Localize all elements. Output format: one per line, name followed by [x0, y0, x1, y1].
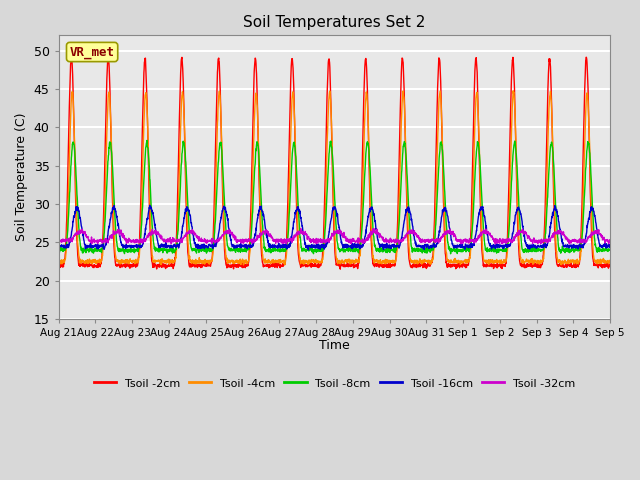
Tsoil -4cm [558, 262, 566, 267]
Title: Soil Temperatures Set 2: Soil Temperatures Set 2 [243, 15, 426, 30]
Tsoil -8cm [558, 247, 566, 253]
Tsoil -32cm [362, 238, 370, 243]
Line: Tsoil -4cm: Tsoil -4cm [59, 91, 610, 265]
Tsoil -8cm [447, 251, 454, 257]
Tsoil -4cm [239, 262, 247, 268]
Tsoil -16cm [55, 242, 63, 248]
Line: Tsoil -16cm: Tsoil -16cm [59, 205, 610, 250]
Tsoil -2cm [363, 65, 371, 71]
Tsoil -4cm [509, 88, 517, 94]
Tsoil -2cm [104, 53, 112, 59]
Tsoil -32cm [55, 239, 63, 244]
Tsoil -8cm [606, 247, 614, 253]
Tsoil -16cm [209, 243, 216, 249]
Tsoil -8cm [143, 138, 151, 144]
Tsoil -32cm [209, 237, 216, 243]
Tsoil -2cm [606, 264, 614, 270]
Line: Tsoil -32cm: Tsoil -32cm [59, 228, 610, 244]
Tsoil -16cm [146, 203, 154, 208]
Tsoil -2cm [209, 249, 216, 255]
Line: Tsoil -2cm: Tsoil -2cm [59, 56, 610, 269]
Y-axis label: Soil Temperature (C): Soil Temperature (C) [15, 113, 28, 241]
Tsoil -4cm [351, 258, 358, 264]
Tsoil -4cm [606, 257, 614, 263]
Tsoil -8cm [55, 248, 63, 253]
Tsoil -8cm [362, 146, 370, 152]
Legend: Tsoil -2cm, Tsoil -4cm, Tsoil -8cm, Tsoil -16cm, Tsoil -32cm: Tsoil -2cm, Tsoil -4cm, Tsoil -8cm, Tsoi… [90, 374, 579, 393]
Tsoil -4cm [209, 256, 216, 262]
Tsoil -4cm [573, 259, 581, 265]
Tsoil -16cm [351, 240, 358, 246]
Tsoil -16cm [573, 244, 581, 250]
Tsoil -32cm [606, 239, 614, 244]
Tsoil -8cm [495, 247, 503, 253]
Tsoil -2cm [55, 261, 63, 266]
Tsoil -16cm [363, 223, 371, 228]
Tsoil -2cm [558, 261, 566, 266]
Tsoil -4cm [495, 259, 502, 264]
Tsoil -32cm [395, 241, 403, 247]
X-axis label: Time: Time [319, 339, 350, 352]
Tsoil -32cm [351, 238, 358, 243]
Tsoil -2cm [573, 262, 581, 268]
Line: Tsoil -8cm: Tsoil -8cm [59, 141, 610, 254]
Tsoil -2cm [351, 264, 358, 270]
Tsoil -4cm [362, 89, 370, 95]
Tsoil -16cm [305, 247, 312, 253]
Tsoil -8cm [351, 246, 358, 252]
Tsoil -16cm [606, 244, 614, 250]
Tsoil -16cm [558, 236, 566, 242]
Tsoil -16cm [495, 242, 503, 248]
Tsoil -8cm [573, 247, 581, 253]
Tsoil -32cm [495, 239, 503, 244]
Tsoil -32cm [573, 238, 581, 243]
Tsoil -2cm [495, 262, 503, 267]
Tsoil -4cm [55, 258, 63, 264]
Tsoil -32cm [297, 226, 305, 231]
Tsoil -8cm [209, 247, 216, 253]
Text: VR_met: VR_met [70, 46, 115, 59]
Tsoil -32cm [558, 230, 566, 236]
Tsoil -2cm [337, 266, 344, 272]
